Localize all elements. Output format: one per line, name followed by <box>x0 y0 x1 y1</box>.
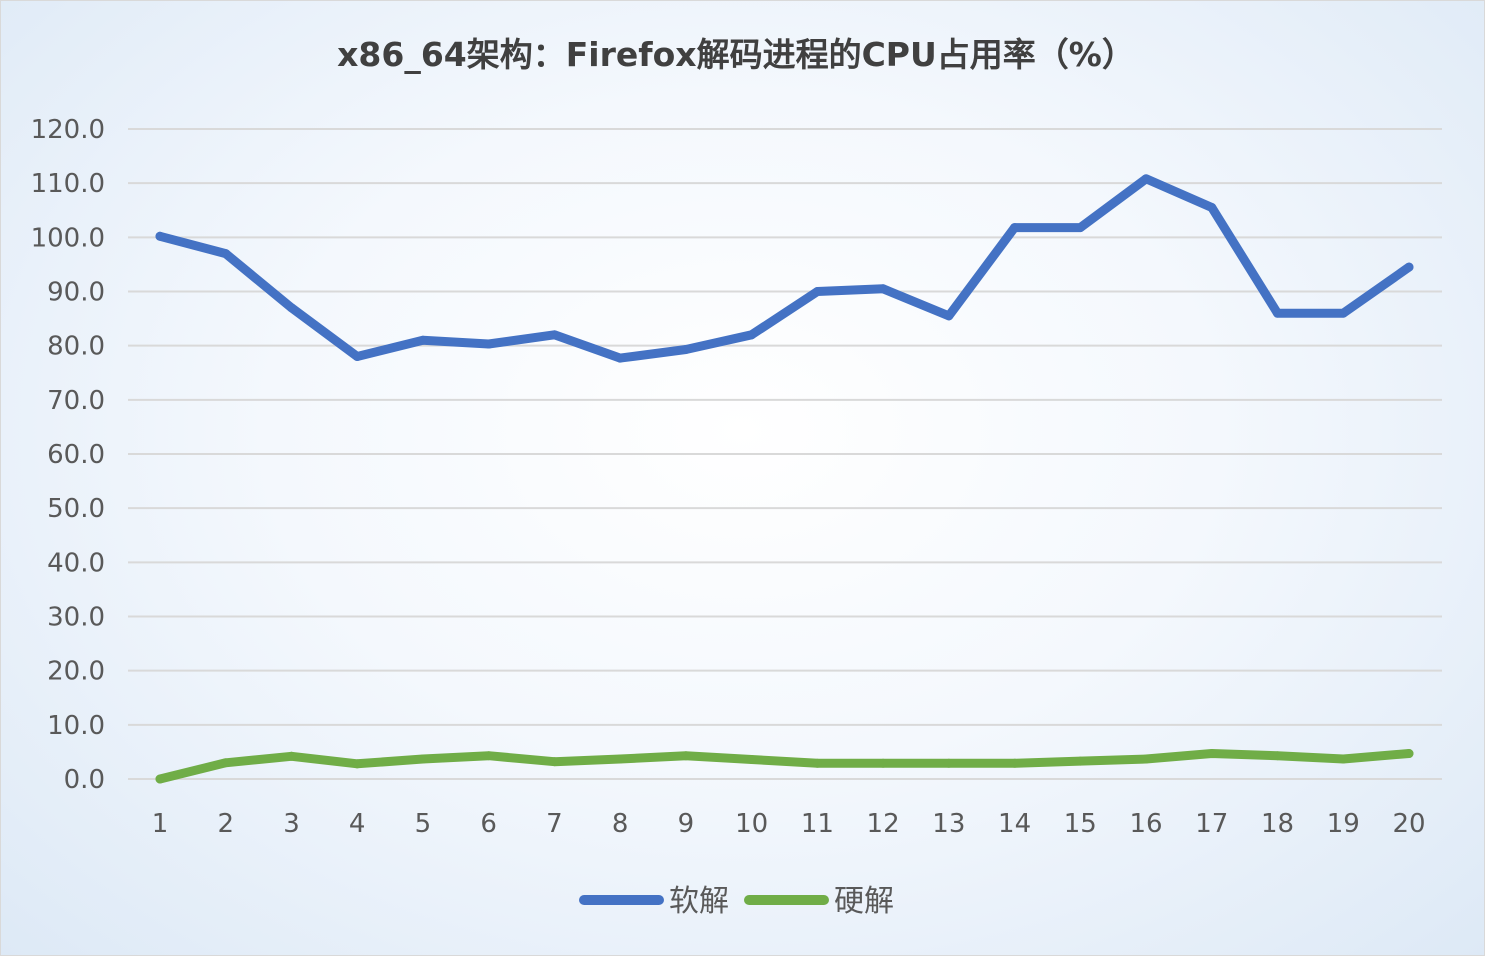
data-point <box>221 758 231 768</box>
x-tick-label: 12 <box>867 809 900 839</box>
data-point <box>615 353 625 363</box>
legend: 软解 硬解 <box>579 884 894 919</box>
data-point <box>549 330 559 340</box>
y-tick-label: 40.0 <box>47 548 105 578</box>
data-point <box>155 774 165 784</box>
data-point <box>1141 174 1151 184</box>
y-tick-label: 110.0 <box>31 169 105 199</box>
data-point <box>944 311 954 321</box>
series-line-hard-decode <box>155 749 1414 784</box>
data-point <box>1404 749 1414 759</box>
y-axis-tick-labels: 0.0 10.0 20.0 30.0 40.0 50.0 60.0 70.0 80.0 90.0 1… <box>31 115 105 795</box>
data-point <box>286 303 296 313</box>
series-lines <box>155 174 1414 784</box>
x-axis-tick-labels: 1 2 3 4 5 6 7 8 9 10 11 12 13 14 15 16 17 18 19 20 <box>152 809 1426 839</box>
x-tick-label: 10 <box>735 809 768 839</box>
data-point <box>549 757 559 767</box>
y-tick-label: 30.0 <box>47 603 105 633</box>
data-point <box>681 751 691 761</box>
x-tick-label: 16 <box>1130 809 1163 839</box>
y-tick-label: 50.0 <box>47 494 105 524</box>
data-point <box>352 759 362 769</box>
x-tick-label: 4 <box>349 809 366 839</box>
data-point <box>484 339 494 349</box>
data-point <box>944 758 954 768</box>
y-tick-label: 120.0 <box>31 115 105 145</box>
data-point <box>1010 223 1020 233</box>
y-tick-label: 90.0 <box>47 278 105 308</box>
y-tick-label: 60.0 <box>47 440 105 470</box>
data-point <box>221 249 231 259</box>
y-tick-label: 10.0 <box>47 711 105 741</box>
x-tick-label: 14 <box>998 809 1031 839</box>
y-tick-label: 80.0 <box>47 332 105 362</box>
x-tick-label: 17 <box>1195 809 1228 839</box>
y-tick-label: 0.0 <box>64 765 105 795</box>
data-point <box>1075 223 1085 233</box>
x-tick-label: 2 <box>217 809 234 839</box>
data-point <box>1338 308 1348 318</box>
data-point <box>878 758 888 768</box>
legend-label-hard-decode: 硬解 <box>834 884 894 919</box>
series-line-soft-decode <box>155 174 1414 363</box>
data-point <box>484 751 494 761</box>
data-point <box>812 287 822 296</box>
data-point <box>615 754 625 764</box>
data-point <box>155 231 165 241</box>
data-point <box>1404 262 1414 272</box>
x-tick-label: 5 <box>415 809 432 839</box>
data-point <box>1273 751 1283 761</box>
x-tick-label: 13 <box>932 809 965 839</box>
x-tick-label: 20 <box>1392 809 1425 839</box>
data-point <box>1273 308 1283 318</box>
legend-label-soft-decode: 软解 <box>669 884 729 919</box>
data-point <box>747 330 757 340</box>
data-point <box>1010 758 1020 768</box>
data-point <box>747 755 757 764</box>
data-point <box>418 754 428 764</box>
x-tick-label: 9 <box>678 809 695 839</box>
data-point <box>352 352 362 361</box>
x-tick-label: 15 <box>1064 809 1097 839</box>
y-tick-label: 70.0 <box>47 386 105 416</box>
data-point <box>1075 756 1085 766</box>
chart-title: x86_64架构：Firefox解码进程的CPU占用率（%） <box>337 35 1135 74</box>
x-tick-label: 8 <box>612 809 629 839</box>
data-point <box>1207 749 1217 759</box>
data-point <box>812 758 822 768</box>
x-tick-label: 3 <box>283 809 300 839</box>
data-point <box>1141 754 1151 764</box>
data-point <box>1338 754 1348 764</box>
data-point <box>1207 203 1217 213</box>
x-tick-label: 6 <box>480 809 497 839</box>
data-point <box>286 751 296 761</box>
x-tick-label: 19 <box>1327 809 1360 839</box>
data-point <box>418 335 428 345</box>
x-tick-label: 1 <box>152 809 169 839</box>
gridlines <box>128 128 1442 780</box>
x-tick-label: 7 <box>546 809 563 839</box>
y-tick-label: 100.0 <box>31 223 105 253</box>
x-tick-label: 18 <box>1261 809 1294 839</box>
data-point <box>681 344 691 354</box>
x-tick-label: 11 <box>801 809 834 839</box>
y-tick-label: 20.0 <box>47 657 105 687</box>
data-point <box>878 284 888 294</box>
